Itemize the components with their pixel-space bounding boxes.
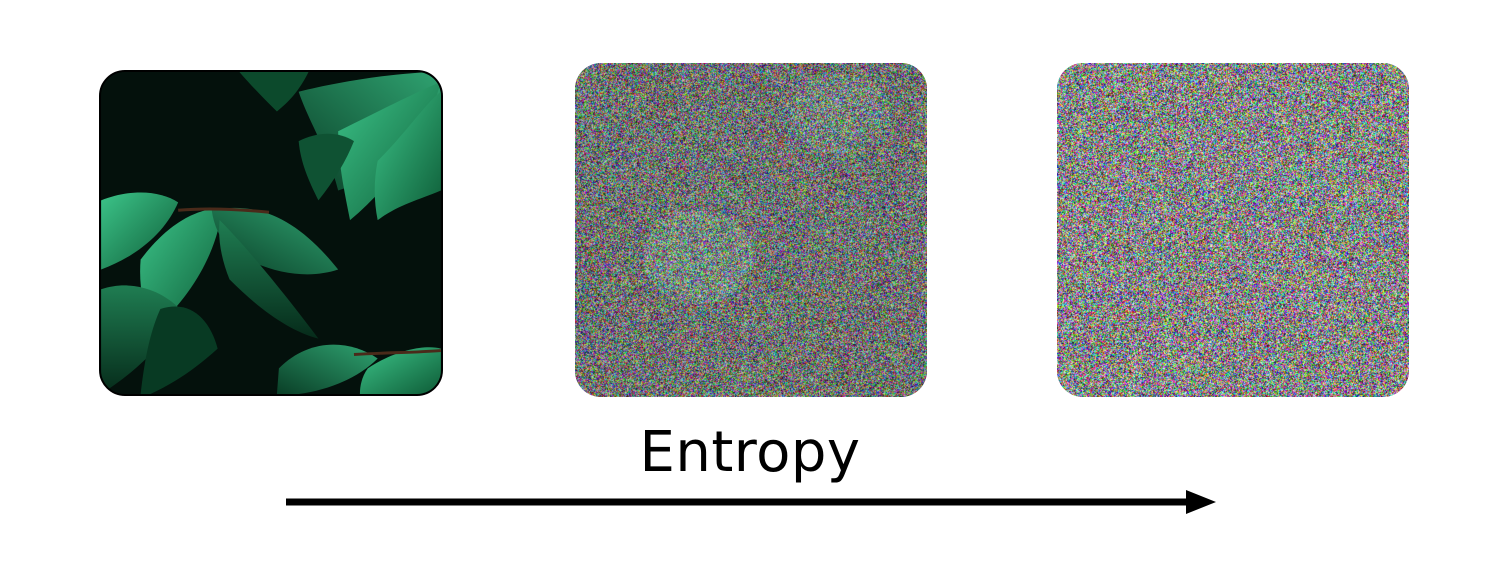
pure-noise-image	[1057, 63, 1409, 397]
entropy-arrow	[280, 484, 1220, 524]
entropy-label: Entropy	[0, 420, 1500, 486]
original-image-panel	[99, 70, 443, 396]
leaves-photo	[101, 72, 441, 394]
noisy-image	[575, 63, 927, 397]
arrow-head	[1186, 490, 1216, 514]
noisy-image-panel	[575, 63, 927, 397]
pure-noise-panel	[1057, 63, 1409, 397]
